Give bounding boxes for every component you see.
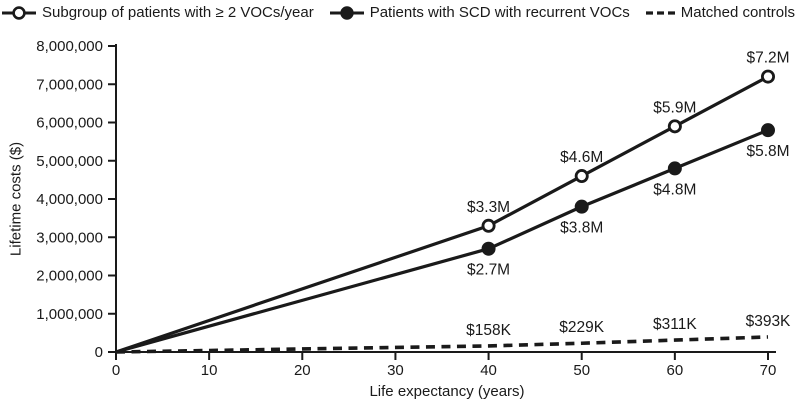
open-circle-marker [481, 218, 496, 233]
data-point-label: $4.6M [560, 149, 603, 166]
y-axis-tick-label: 6,000,000 [36, 115, 103, 132]
x-axis-title: Life expectancy (years) [369, 383, 525, 400]
filled-circle-marker-icon [329, 6, 364, 20]
y-axis-tick-label: 2,000,000 [36, 268, 103, 285]
legend-item-subgroup: Subgroup of patients with ≥ 2 VOCs/year [2, 3, 314, 23]
filled-circle-marker [481, 241, 496, 256]
data-point-label: $229K [559, 319, 604, 336]
data-point-label: $4.8M [653, 181, 696, 198]
data-point-label: $158K [466, 322, 511, 339]
legend-item-scd-recurrent-vocs: Patients with SCD with recurrent VOCs [329, 3, 630, 23]
legend-label-matched-controls: Matched controls [680, 4, 795, 21]
x-axis-tick-label: 20 [294, 362, 311, 379]
legend: Subgroup of patients with ≥ 2 VOCs/year … [0, 3, 797, 23]
dashed-line-marker-icon [645, 11, 675, 15]
x-axis-tick-label: 0 [112, 362, 120, 379]
x-axis-tick-label: 30 [387, 362, 404, 379]
x-axis-tick-label: 10 [201, 362, 218, 379]
x-axis-tick-label: 50 [573, 362, 590, 379]
y-axis-tick-label: 4,000,000 [36, 191, 103, 208]
legend-item-matched-controls: Matched controls [645, 3, 795, 23]
open-circle-marker-icon [2, 6, 36, 20]
filled-circle-marker [667, 161, 682, 176]
x-axis-tick-label: 40 [480, 362, 497, 379]
data-point-label: $5.9M [653, 99, 696, 116]
y-axis-tick-label: 1,000,000 [36, 306, 103, 323]
open-circle-marker [574, 169, 589, 184]
filled-circle-marker [574, 199, 589, 214]
open-circle-marker [761, 69, 776, 84]
data-point-label: $311K [653, 316, 697, 333]
data-point-label: $2.7M [467, 262, 510, 279]
legend-label-scd-recurrent-vocs: Patients with SCD with recurrent VOCs [369, 4, 630, 21]
legend-label-subgroup: Subgroup of patients with ≥ 2 VOCs/year [42, 4, 314, 21]
y-axis-title: Lifetime costs ($) [7, 141, 25, 257]
y-axis-tick-label: 5,000,000 [36, 153, 103, 170]
x-axis-tick-label: 70 [760, 362, 777, 379]
y-axis-tick-label: 0 [95, 344, 103, 361]
y-axis-tick-label: 8,000,000 [36, 38, 103, 55]
data-point-label: $5.8M [746, 143, 789, 160]
series-line-open-circle [115, 75, 769, 354]
data-point-label: $7.2M [746, 50, 789, 67]
y-axis-tick-label: 3,000,000 [36, 229, 103, 246]
y-axis-tick-label: 7,000,000 [36, 76, 103, 93]
data-point-label: $393K [746, 313, 791, 330]
data-point-label: $3.3M [467, 199, 510, 216]
series-line-dashed [115, 335, 769, 354]
data-point-label: $3.8M [560, 220, 603, 237]
x-axis-tick-label: 60 [667, 362, 684, 379]
open-circle-marker [667, 119, 682, 134]
filled-circle-marker [761, 123, 776, 138]
